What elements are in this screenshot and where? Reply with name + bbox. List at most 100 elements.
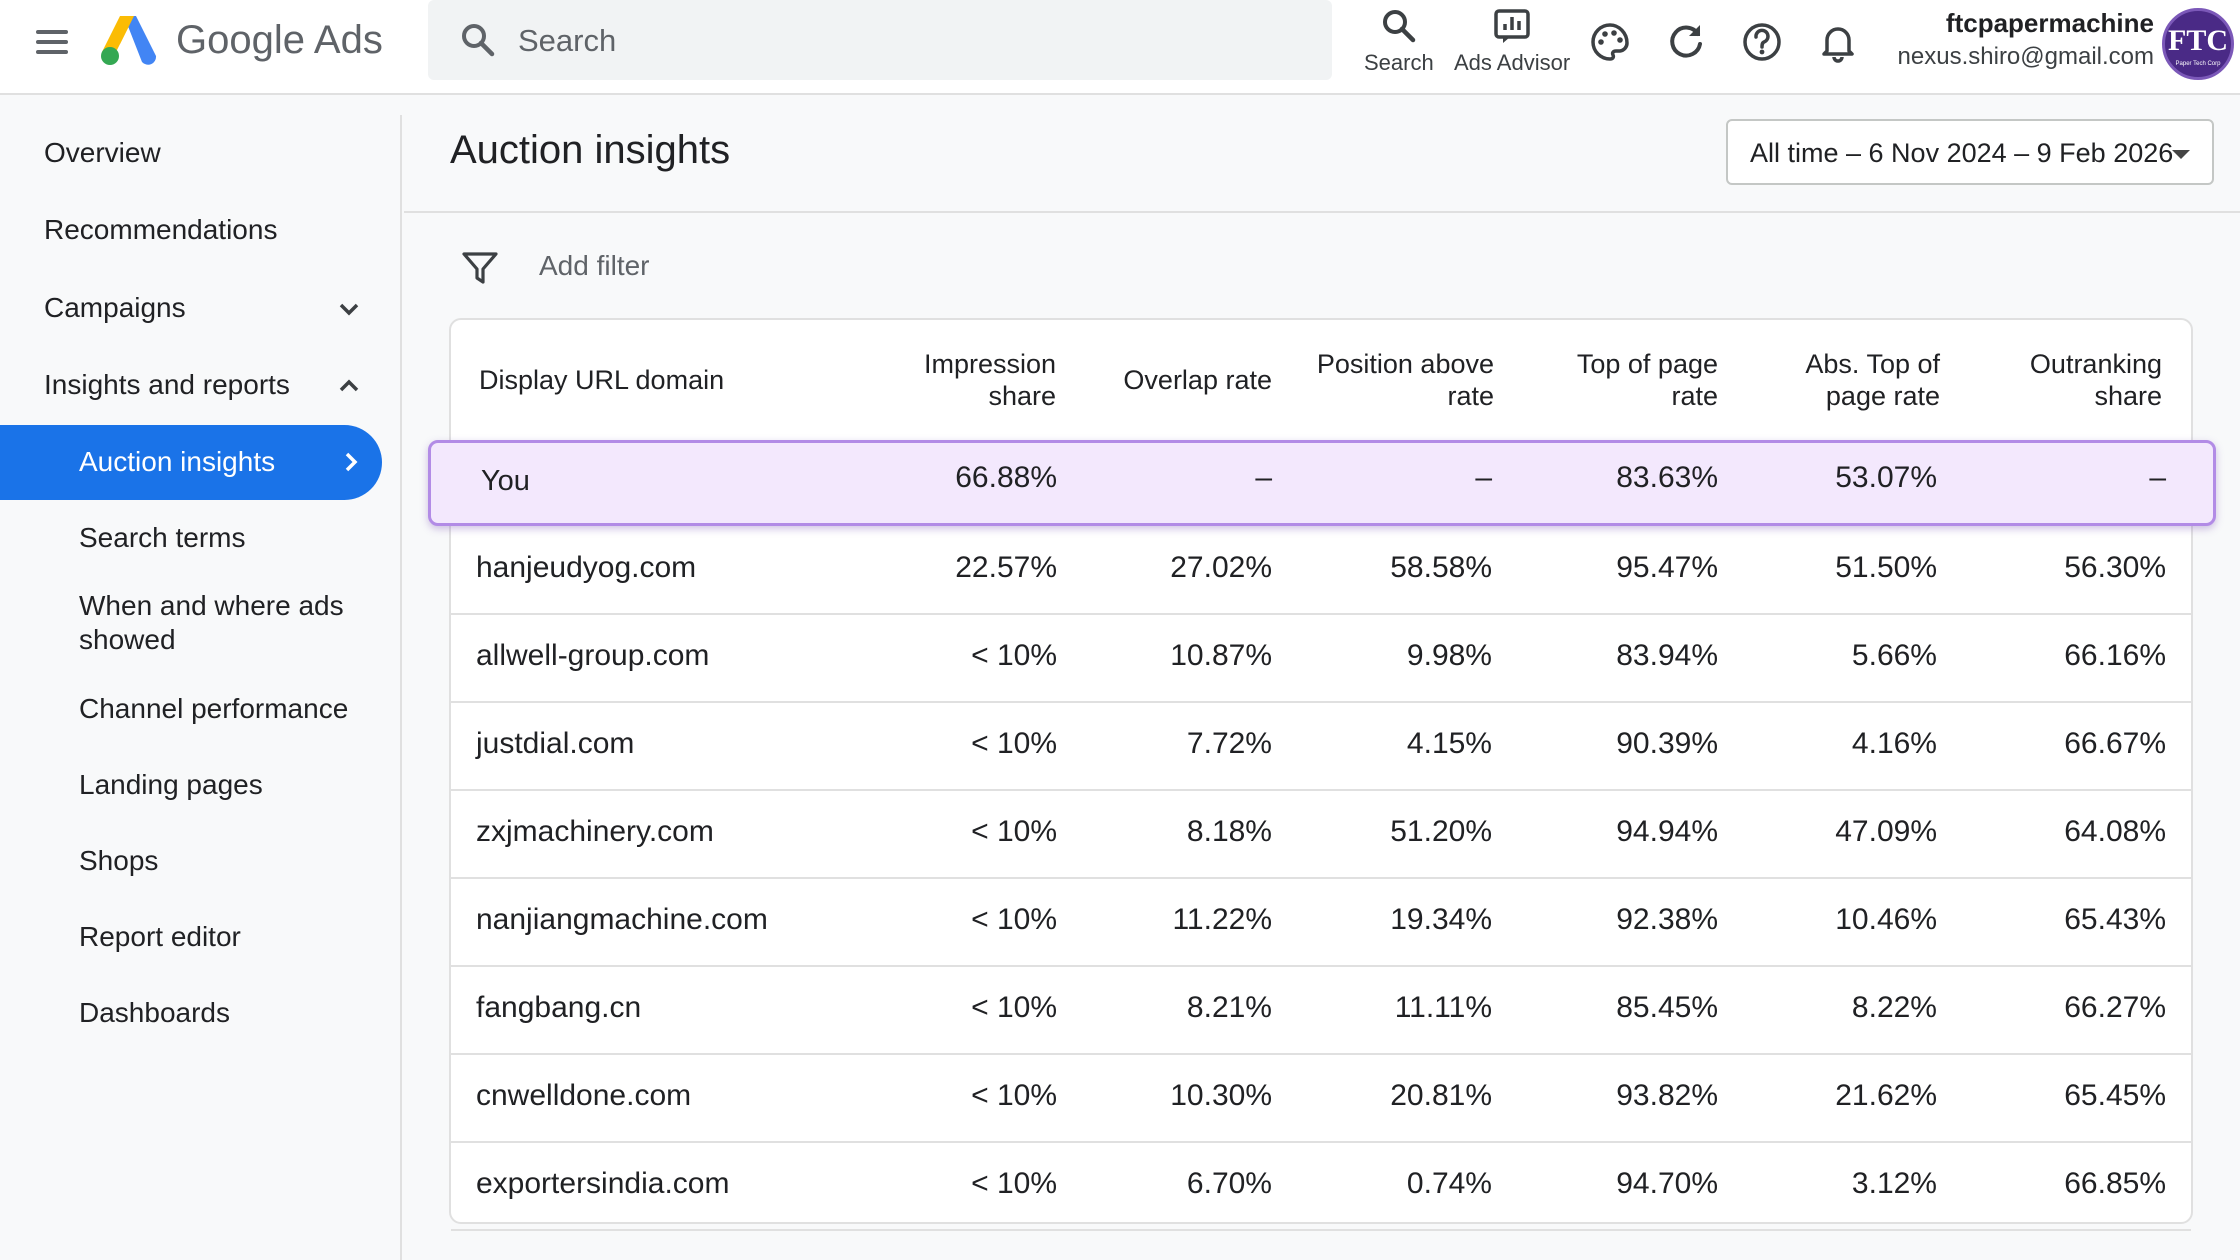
domain-cell: justdial.com	[476, 727, 635, 760]
overlap-rate-cell: 10.30%	[1170, 1079, 1272, 1112]
abs-top-rate-cell: 5.66%	[1851, 639, 1937, 672]
domain-cell: hanjeudyog.com	[476, 551, 697, 584]
outranking-share-cell: 64.08%	[2064, 815, 2166, 848]
overlap-rate-cell: 7.72%	[1186, 727, 1272, 760]
sidebar-item-label: When and where ads showed	[79, 590, 344, 655]
refresh-icon[interactable]	[1664, 20, 1708, 64]
chevron-right-icon	[345, 452, 358, 472]
table-row[interactable]: justdial.com < 10% 7.72% 4.15% 90.39% 4.16% 66…	[451, 703, 2191, 791]
column-header-top-of-page-rate[interactable]: Top of page rate	[1576, 349, 1718, 411]
sidebar-item-label: Report editor	[79, 921, 241, 952]
overlap-rate-cell: –	[1255, 461, 1272, 494]
domain-cell: zxjmachinery.com	[476, 815, 714, 848]
account-name: ftcpapermachine	[1945, 8, 2154, 38]
impression-share-cell: < 10%	[971, 639, 1057, 672]
palette-icon[interactable]	[1588, 20, 1632, 64]
dropdown-arrow-icon	[2172, 150, 2190, 159]
hamburger-menu-icon[interactable]	[32, 22, 72, 62]
avatar-subtext: Paper Tech Corp	[2175, 61, 2221, 67]
table-row[interactable]: fangbang.cn < 10% 8.21% 11.11% 85.45% 8.22% 66…	[451, 967, 2191, 1055]
account-info[interactable]: ftcpapermachine nexus.shiro@gmail.com	[1898, 8, 2154, 71]
abs-top-rate-cell: 53.07%	[1835, 461, 1937, 494]
top-of-page-rate-cell: 94.94%	[1616, 815, 1718, 848]
domain-cell: cnwelldone.com	[476, 1079, 692, 1112]
column-header-outranking-share[interactable]: Outranking share	[2029, 349, 2162, 411]
abs-top-rate-cell: 21.62%	[1835, 1079, 1937, 1112]
column-header-display-url-domain[interactable]: Display URL domain	[479, 365, 725, 395]
add-filter-button[interactable]: Add filter	[539, 250, 650, 281]
overlap-rate-cell: 27.02%	[1170, 551, 1272, 584]
table-row[interactable]: zxjmachinery.com < 10% 8.18% 51.20% 94.94% 47…	[451, 791, 2191, 879]
top-of-page-rate-cell: 90.39%	[1616, 727, 1718, 760]
search-bar[interactable]	[428, 0, 1332, 80]
position-above-rate-cell: 4.15%	[1406, 727, 1492, 760]
top-of-page-rate-cell: 83.63%	[1616, 461, 1718, 494]
position-above-rate-cell: 20.81%	[1390, 1079, 1492, 1112]
sidebar	[0, 115, 402, 1260]
chevron-down-icon[interactable]	[334, 294, 364, 324]
impression-share-cell: < 10%	[971, 1167, 1057, 1200]
date-range-selector[interactable]: All time – 6 Nov 2024 – 9 Feb 2026	[1726, 119, 2214, 185]
table-row[interactable]: nanjiangmachine.com < 10% 11.22% 19.34% 92.3…	[451, 879, 2191, 967]
google-ads-logo	[101, 16, 157, 65]
abs-top-rate-cell: 51.50%	[1835, 551, 1937, 584]
abs-top-rate-cell: 8.22%	[1851, 991, 1937, 1024]
abs-top-rate-cell: 4.16%	[1851, 727, 1937, 760]
account-email: nexus.shiro@gmail.com	[1897, 43, 2154, 70]
abs-top-rate-cell: 3.12%	[1851, 1167, 1937, 1200]
impression-share-cell: < 10%	[971, 991, 1057, 1024]
table-row[interactable]: hanjeudyog.com 22.57% 27.02% 58.58% 95.47% 51…	[451, 527, 2191, 615]
top-of-page-rate-cell: 85.45%	[1616, 991, 1718, 1024]
table-row-you[interactable]: You 66.88% – – 83.63% 53.07% –	[428, 440, 2216, 526]
sidebar-item-label: Auction insights	[79, 446, 276, 477]
table-row[interactable]: cnwelldone.com < 10% 10.30% 20.81% 93.82% 21.…	[451, 1055, 2191, 1143]
column-header-overlap-rate[interactable]: Overlap rate	[1123, 365, 1272, 395]
top-of-page-rate-cell: 92.38%	[1616, 903, 1718, 936]
search-tool-label: Search	[1364, 50, 1434, 75]
sidebar-item-label: Landing pages	[79, 769, 263, 800]
filter-icon[interactable]	[460, 248, 500, 288]
domain-cell: fangbang.cn	[476, 991, 642, 1024]
column-header-abs-top-of-page-rate[interactable]: Abs. Top of page rate	[1805, 349, 1940, 411]
search-icon	[1382, 10, 1416, 43]
outranking-share-cell: 66.67%	[2064, 727, 2166, 760]
sidebar-item-label: Search terms	[79, 522, 246, 553]
column-header-position-above-rate[interactable]: Position above rate	[1316, 349, 1494, 411]
sidebar-item-label: Shops	[79, 845, 159, 876]
help-icon[interactable]	[1740, 20, 1784, 64]
avatar-initials: FTC	[2168, 24, 2228, 57]
ads-advisor-icon	[1494, 9, 1530, 43]
table-row[interactable]: allwell-group.com < 10% 10.87% 9.98% 83.94% 5…	[451, 615, 2191, 703]
impression-share-cell: 22.57%	[955, 551, 1057, 584]
sidebar-item-label: Insights and reports	[44, 369, 290, 400]
avatar[interactable]: FTC Paper Tech Corp	[2162, 8, 2234, 80]
overlap-rate-cell: 11.22%	[1172, 903, 1272, 936]
notifications-icon[interactable]	[1816, 20, 1860, 64]
position-above-rate-cell: 0.74%	[1406, 1167, 1492, 1200]
search-input[interactable]	[516, 14, 1280, 68]
ads-advisor-button[interactable]: Ads Advisor	[1454, 6, 1570, 76]
sidebar-item-label: Campaigns	[44, 292, 186, 323]
sidebar-item-label: Overview	[44, 137, 161, 168]
overlap-rate-cell: 6.70%	[1186, 1167, 1272, 1200]
position-above-rate-cell: 51.20%	[1390, 815, 1492, 848]
table-row[interactable]: exportersindia.com < 10% 6.70% 0.74% 94.70% 3…	[451, 1143, 2191, 1231]
domain-cell: You	[481, 465, 530, 497]
page-title: Auction insights	[450, 128, 731, 172]
position-above-rate-cell: 58.58%	[1390, 551, 1492, 584]
outranking-share-cell: –	[2149, 461, 2166, 494]
impression-share-cell: 66.88%	[955, 461, 1057, 494]
brand-name: Google Ads	[176, 18, 383, 62]
sidebar-item-label: Recommendations	[44, 214, 278, 245]
overlap-rate-cell: 8.18%	[1186, 815, 1272, 848]
search-tool-button[interactable]: Search	[1364, 6, 1434, 76]
top-of-page-rate-cell: 95.47%	[1616, 551, 1718, 584]
column-header-impression-share[interactable]: Impression share	[923, 349, 1056, 411]
impression-share-cell: < 10%	[971, 1079, 1057, 1112]
sidebar-item-label: Channel performance	[79, 693, 349, 724]
divider	[404, 211, 2240, 213]
chevron-up-icon[interactable]	[334, 371, 364, 401]
ads-advisor-label: Ads Advisor	[1454, 50, 1571, 75]
domain-cell: allwell-group.com	[476, 639, 710, 672]
sidebar-item-auction-insights[interactable]: Auction insights	[0, 425, 382, 500]
